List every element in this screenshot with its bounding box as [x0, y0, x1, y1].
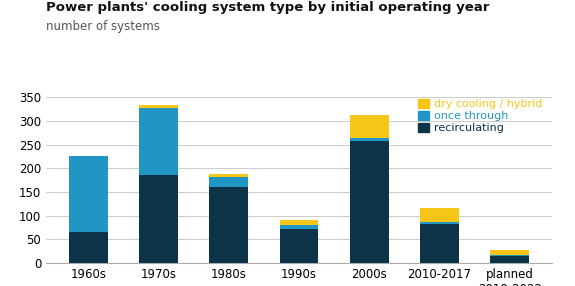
Bar	[350, 141, 389, 263]
Bar	[69, 156, 108, 232]
Bar	[139, 105, 178, 108]
Bar	[279, 221, 319, 225]
Bar	[350, 138, 389, 141]
Bar	[420, 208, 459, 222]
Bar	[139, 175, 178, 263]
Bar	[490, 256, 529, 263]
Bar	[490, 250, 529, 255]
Bar	[279, 225, 319, 229]
Bar	[209, 174, 248, 177]
Bar	[420, 222, 459, 224]
Bar	[139, 108, 178, 175]
Bar	[420, 224, 459, 263]
Bar	[209, 177, 248, 187]
Legend: dry cooling / hybrid, once through, recirculating: dry cooling / hybrid, once through, reci…	[413, 94, 546, 138]
Bar	[69, 232, 108, 263]
Text: Power plants' cooling system type by initial operating year: Power plants' cooling system type by ini…	[46, 1, 489, 14]
Bar	[350, 115, 389, 138]
Bar	[279, 229, 319, 263]
Text: number of systems: number of systems	[46, 20, 160, 33]
Bar	[209, 187, 248, 263]
Bar	[490, 255, 529, 256]
